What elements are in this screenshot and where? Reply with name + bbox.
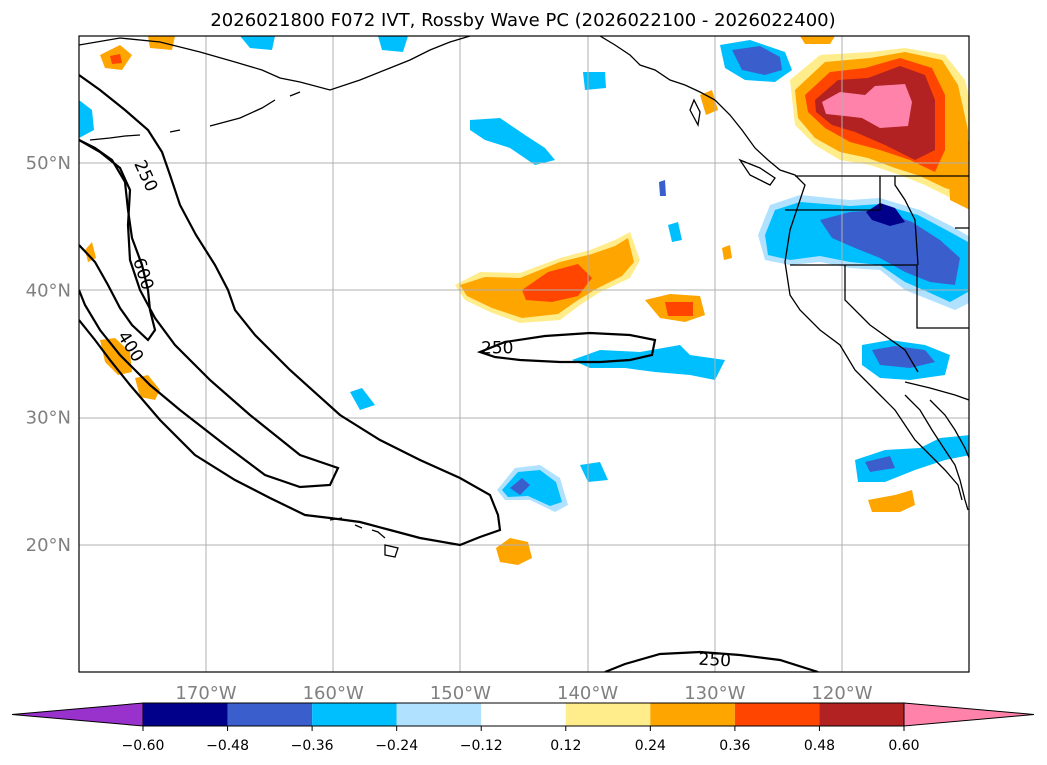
lon-label: 140°W	[557, 683, 618, 704]
coastline-haida-gwaii	[689, 98, 701, 128]
colorbar-tick-label: 0.60	[888, 738, 919, 754]
negative-anomaly-region-west-us-core	[866, 203, 905, 226]
colorbar-segment	[734, 703, 820, 726]
colorbar-tick-label: −0.48	[206, 738, 249, 754]
negative-anomaly-patch-baja-core	[865, 456, 895, 472]
colorbar-segment	[565, 703, 651, 726]
positive-anomaly-patch-west-1-core	[110, 54, 122, 64]
colorbar-frame	[142, 702, 905, 727]
positive-anomaly-band-midpacific-high	[522, 264, 592, 302]
ivt-contours	[79, 74, 819, 672]
positive-anomaly-patch-west-5	[85, 242, 96, 262]
positive-anomaly-patch-east-core	[665, 302, 693, 316]
coastline-vancouver-island	[738, 158, 776, 186]
negative-anomaly-patch-dot-2	[659, 180, 666, 196]
latitude-labels: 50°N 40°N 30°N 20°N	[26, 153, 71, 556]
positive-anomaly-patch-west-3	[100, 338, 132, 375]
negative-anomaly-patch-aleutian-2	[378, 36, 408, 52]
colorbar-segment	[396, 703, 482, 726]
negative-anomaly-patch-aleutian	[240, 36, 275, 50]
colorbar-segment	[481, 703, 566, 726]
map-frame	[78, 35, 970, 673]
coastline-baja-peninsula	[904, 394, 969, 511]
positive-anomaly-patch-small-3	[722, 245, 732, 260]
negative-anomaly-patch-alaska-small	[583, 72, 606, 90]
positive-anomaly-patch-top	[800, 36, 835, 44]
colorbar-tick-label: 0.24	[635, 738, 666, 754]
border-state-nv-ca	[844, 265, 919, 373]
positive-anomaly-patch-east-edge	[948, 140, 969, 210]
figure-title: 2026021800 F072 IVT, Rossby Wave PC (202…	[210, 10, 835, 31]
border-us-mexico	[904, 381, 969, 401]
ivt-contour-600-west	[79, 139, 157, 342]
colorbar-segment	[819, 703, 904, 726]
lon-label: 130°W	[684, 683, 745, 704]
negative-anomaly-patch-gulf-alaska-core	[732, 46, 782, 75]
colorbar: −0.60 −0.48 −0.36 −0.24 −0.12 0.12 0.24 0.36 0.4…	[11, 702, 1035, 754]
lat-label: 50°N	[26, 153, 71, 174]
colorbar-tick-label: −0.24	[375, 738, 418, 754]
negative-anomaly-region-west-us-deep	[820, 210, 960, 285]
colorbar-extend-high	[903, 702, 1035, 727]
positive-anomaly-region-nw-us-max	[822, 84, 912, 128]
ivt-contour-250-west	[79, 74, 502, 547]
colorbar-tick-label: 0.36	[719, 738, 750, 754]
lon-label: 160°W	[303, 683, 364, 704]
colorbar-segment	[227, 703, 313, 726]
coastline-mexico-mainland	[929, 399, 969, 460]
longitude-labels: 170°W 160°W 150°W 140°W 130°W 120°W	[175, 683, 872, 704]
positive-anomaly-patch-west-4	[135, 375, 160, 400]
lat-label: 30°N	[26, 408, 71, 429]
positive-anomaly-patch-coast	[700, 90, 718, 115]
colorbar-tick-label: −0.36	[291, 738, 334, 754]
ivt-contour-250-south	[604, 650, 819, 672]
coastline-alaska-peninsula	[79, 36, 471, 91]
colorbar-tick-label: 0.12	[550, 738, 581, 754]
colorbar-tick-label: 0.48	[804, 738, 835, 754]
gridlines	[79, 36, 969, 672]
negative-anomaly-patch-small-1	[580, 462, 608, 482]
negative-anomaly-patch-dot-1	[668, 222, 682, 242]
lat-label: 20°N	[26, 535, 71, 556]
lon-label: 150°W	[430, 683, 491, 704]
colorbar-tick-label: −0.12	[460, 738, 503, 754]
colorbar-segment	[650, 703, 735, 726]
negative-anomaly-patch-midpacific	[470, 118, 555, 165]
border-state-id	[879, 176, 969, 266]
coastline-aleutian-chain	[89, 91, 301, 141]
negative-anomaly-patch-west-edge	[79, 100, 94, 138]
contour-label: 250	[698, 650, 731, 672]
negative-anomaly-patch-hawaii-ne-core	[510, 478, 530, 495]
colorbar-segment	[143, 703, 228, 726]
lon-label: 170°W	[175, 683, 236, 704]
negative-anomaly-patch-subtropical	[572, 345, 725, 380]
colorbar-segment	[312, 703, 397, 726]
colorbar-tick-label: −0.60	[122, 738, 165, 754]
positive-anomaly-patch-baja-south	[868, 490, 915, 512]
negative-anomaly-patch-socal-core	[872, 346, 935, 368]
coastline-gulf-alaska-bc	[599, 36, 963, 501]
contour-label: 250	[481, 339, 513, 359]
ivt-contour-250-midpacific	[476, 331, 657, 364]
colorbar-extend-low	[11, 702, 144, 727]
negative-anomaly-patch-small-2	[350, 388, 375, 410]
lon-label: 120°W	[811, 683, 872, 704]
border-state-nv-ut	[916, 265, 969, 329]
anomaly-fills	[79, 36, 969, 565]
lat-label: 40°N	[26, 280, 71, 301]
negative-anomaly-patch-hawaii-ne-mid	[502, 470, 562, 506]
negative-anomaly-patch-baja	[855, 435, 969, 482]
